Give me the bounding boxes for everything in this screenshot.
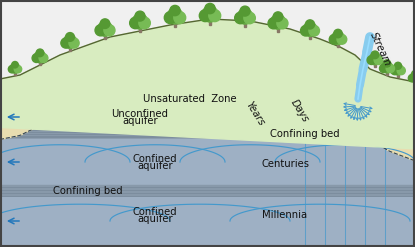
Circle shape	[303, 22, 317, 36]
Circle shape	[397, 67, 405, 75]
Polygon shape	[139, 26, 141, 32]
Circle shape	[379, 64, 388, 73]
Text: Millennia: Millennia	[262, 210, 308, 220]
Circle shape	[268, 18, 279, 29]
Polygon shape	[386, 71, 388, 75]
Text: Unsaturated  Zone: Unsaturated Zone	[143, 94, 237, 104]
Circle shape	[332, 32, 344, 44]
Circle shape	[164, 12, 176, 24]
Circle shape	[386, 64, 395, 73]
Circle shape	[63, 35, 77, 48]
Circle shape	[12, 62, 18, 68]
Polygon shape	[104, 33, 106, 39]
Text: Stream: Stream	[368, 30, 392, 68]
Circle shape	[381, 62, 393, 73]
Polygon shape	[0, 67, 415, 161]
Circle shape	[167, 8, 183, 24]
Circle shape	[199, 10, 211, 21]
Polygon shape	[209, 19, 211, 25]
Circle shape	[8, 65, 16, 73]
Circle shape	[34, 51, 46, 63]
Circle shape	[391, 67, 399, 75]
Text: Confined: Confined	[133, 207, 177, 217]
Text: Days: Days	[289, 98, 311, 124]
Polygon shape	[309, 34, 311, 39]
Circle shape	[395, 62, 401, 69]
Polygon shape	[374, 62, 376, 67]
Circle shape	[69, 38, 79, 48]
Polygon shape	[0, 19, 415, 149]
Text: aquifer: aquifer	[122, 116, 158, 126]
Circle shape	[367, 56, 376, 64]
Circle shape	[414, 74, 415, 82]
Circle shape	[309, 25, 320, 36]
Circle shape	[273, 12, 283, 21]
Circle shape	[95, 25, 106, 36]
Circle shape	[240, 6, 250, 16]
Text: Confining bed: Confining bed	[270, 129, 340, 139]
Circle shape	[329, 35, 339, 44]
Text: Confining bed: Confining bed	[53, 186, 123, 196]
Circle shape	[14, 65, 22, 73]
Circle shape	[271, 15, 286, 29]
Circle shape	[174, 12, 186, 24]
Circle shape	[132, 14, 148, 29]
Circle shape	[66, 33, 74, 41]
Circle shape	[39, 54, 48, 62]
Circle shape	[305, 20, 315, 29]
Circle shape	[337, 35, 347, 44]
Circle shape	[170, 5, 180, 16]
Circle shape	[139, 17, 150, 29]
Circle shape	[334, 29, 342, 38]
Circle shape	[244, 12, 255, 24]
Polygon shape	[244, 21, 246, 27]
Polygon shape	[337, 42, 339, 47]
Circle shape	[393, 64, 403, 75]
Text: aquifer: aquifer	[137, 214, 173, 224]
Circle shape	[277, 18, 288, 29]
Circle shape	[209, 10, 221, 21]
Circle shape	[36, 49, 44, 57]
Circle shape	[100, 19, 110, 28]
Circle shape	[383, 60, 391, 67]
Polygon shape	[174, 21, 176, 27]
Circle shape	[410, 72, 415, 82]
Circle shape	[369, 53, 381, 65]
Circle shape	[412, 70, 415, 77]
Circle shape	[104, 25, 115, 36]
Circle shape	[98, 21, 112, 36]
Circle shape	[10, 63, 20, 73]
Circle shape	[205, 3, 215, 14]
Circle shape	[408, 74, 415, 82]
Circle shape	[32, 54, 41, 62]
Circle shape	[300, 25, 311, 36]
Polygon shape	[69, 46, 71, 51]
Polygon shape	[39, 61, 41, 65]
Text: Confined: Confined	[133, 154, 177, 164]
Circle shape	[135, 11, 145, 21]
Text: aquifer: aquifer	[137, 161, 173, 171]
Circle shape	[371, 51, 379, 59]
Text: Years: Years	[244, 100, 266, 128]
Circle shape	[237, 9, 253, 24]
Circle shape	[374, 56, 383, 64]
Polygon shape	[277, 26, 279, 32]
Circle shape	[129, 17, 141, 29]
Text: Centuries: Centuries	[261, 159, 309, 169]
Circle shape	[202, 6, 218, 22]
Circle shape	[234, 12, 246, 24]
Circle shape	[61, 38, 71, 48]
Text: Unconfined: Unconfined	[112, 109, 168, 119]
